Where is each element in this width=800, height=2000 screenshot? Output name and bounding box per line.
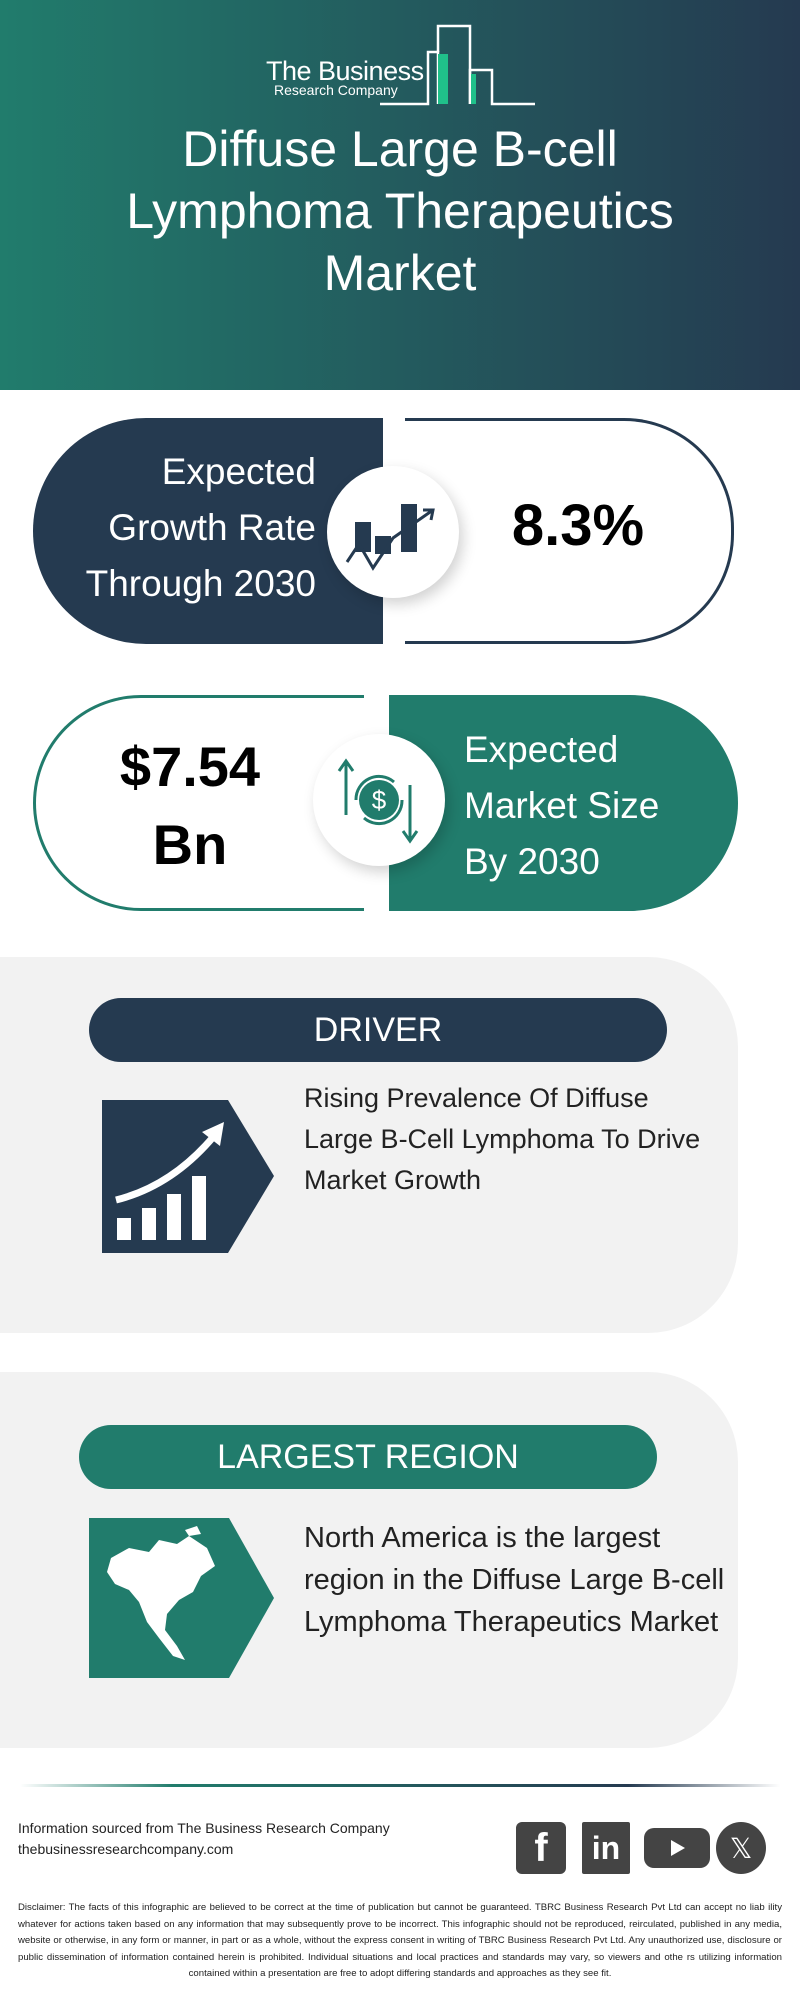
- disclaimer: Disclaimer: The facts of this infographi…: [18, 1902, 782, 1979]
- label-line: By 2030: [464, 841, 600, 882]
- label-line: Market Size: [464, 785, 660, 826]
- source-text: Information sourced from The Business Re…: [18, 1820, 390, 1836]
- website-link[interactable]: thebusinessresearchcompany.com: [18, 1841, 234, 1857]
- label-line: Growth Rate: [108, 507, 316, 548]
- bar-growth-arrow-icon: [102, 1100, 274, 1253]
- market-size-label-card: [389, 695, 738, 911]
- title-line: Market: [323, 245, 477, 301]
- facebook-icon[interactable]: f: [516, 1822, 566, 1874]
- svg-text:$: $: [372, 785, 387, 815]
- label-line: Expected: [464, 729, 619, 770]
- north-america-map-icon: [89, 1518, 274, 1678]
- footer-divider: [20, 1784, 780, 1787]
- label-line: Through 2030: [85, 563, 316, 604]
- logo-buildings-icon: [380, 24, 535, 106]
- driver-heading: DRIVER: [89, 998, 667, 1062]
- market-size-value: $7.54 Bn: [80, 728, 300, 884]
- linkedin-icon[interactable]: in: [582, 1822, 630, 1874]
- region-text: North America is the largest region in t…: [304, 1522, 725, 1638]
- market-size-value-card: [33, 695, 364, 911]
- label-line: Expected: [161, 451, 316, 492]
- page-title: Diffuse Large B-cell Lymphoma Therapeuti…: [0, 118, 800, 304]
- title-line: Diffuse Large B-cell: [182, 121, 618, 177]
- growth-rate-value: 8.3%: [511, 493, 645, 558]
- region-heading: LARGEST REGION: [79, 1425, 657, 1489]
- growth-label: Expected Growth Rate Through 2030: [40, 444, 316, 612]
- driver-text: Rising Prevalence Of Diffuse Large B-Cel…: [304, 1083, 701, 1195]
- value-line: Bn: [152, 813, 228, 876]
- market-size-label: Expected Market Size By 2030: [464, 722, 659, 890]
- growth-value-card: [405, 418, 734, 644]
- title-line: Lymphoma Therapeutics: [126, 183, 674, 239]
- header-banner: The Business Research Company Diffuse La…: [0, 0, 800, 390]
- growth-label-card: [33, 418, 383, 644]
- youtube-icon[interactable]: [644, 1828, 710, 1868]
- logo-subtext: Research Company: [274, 82, 398, 98]
- value-line: $7.54: [119, 735, 261, 798]
- x-icon[interactable]: 𝕏: [716, 1822, 766, 1874]
- dollar-cycle-icon: $: [313, 734, 445, 866]
- growth-chart-icon: [327, 466, 459, 598]
- logo-text: The Business: [266, 56, 424, 86]
